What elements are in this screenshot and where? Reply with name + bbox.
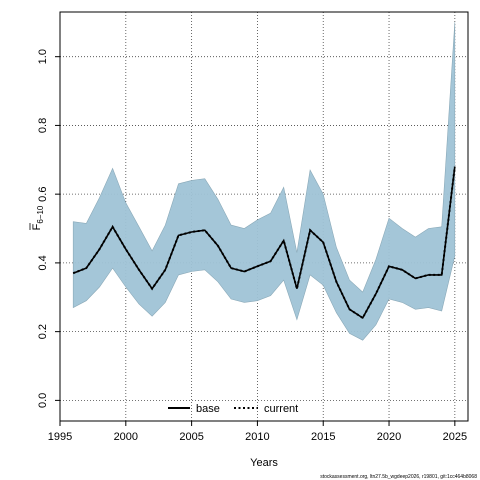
confidence-band	[72, 22, 456, 341]
y-axis-title-sub: 6−10	[36, 205, 45, 224]
legend-label-base: base	[196, 403, 220, 415]
x-tick-label: 2000	[114, 431, 138, 443]
y-tick-label: 0.6	[37, 187, 49, 202]
y-tick-label: 0.2	[37, 324, 49, 339]
y-tick-label: 1.0	[37, 49, 49, 64]
y-axis: 0.0 0.2 0.4 0.6 0.8 1.0	[37, 49, 60, 408]
y-tick-label: 0.0	[37, 393, 49, 408]
y-tick-label: 0.8	[37, 118, 49, 133]
series-line-current	[72, 166, 456, 320]
x-tick-label: 2005	[179, 431, 203, 443]
x-tick-label: 2025	[443, 431, 467, 443]
x-axis-title: Years	[250, 457, 278, 469]
x-axis: 1995 2000 2005 2010 2015 2020 2025	[48, 421, 467, 443]
legend: base current	[168, 403, 298, 415]
legend-label-current: current	[264, 403, 298, 415]
y-axis-title-main: F	[31, 223, 43, 230]
svg-text:F6−10: F6−10	[31, 205, 45, 230]
x-tick-label: 1995	[48, 431, 72, 443]
x-tick-label: 2015	[311, 431, 335, 443]
x-tick-label: 2020	[377, 431, 401, 443]
plot-frame	[59, 11, 469, 422]
y-tick-label: 0.4	[37, 255, 49, 270]
x-tick-label: 2010	[245, 431, 269, 443]
y-axis-title: F6−10	[29, 205, 45, 230]
footnote: stockassessment.org, ltn27.5b_wgdeep2026…	[320, 474, 477, 480]
